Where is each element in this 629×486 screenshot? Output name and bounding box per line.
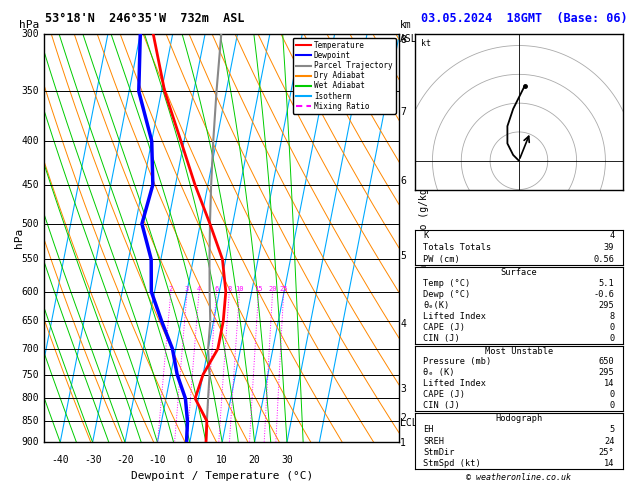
Text: 850: 850 (21, 416, 39, 426)
Text: 4: 4 (609, 231, 615, 240)
Text: 6: 6 (400, 175, 406, 186)
Text: 20: 20 (248, 454, 260, 465)
Legend: Temperature, Dewpoint, Parcel Trajectory, Dry Adiabat, Wet Adiabat, Isotherm, Mi: Temperature, Dewpoint, Parcel Trajectory… (292, 38, 396, 114)
Text: 650: 650 (599, 357, 615, 366)
Text: 5: 5 (400, 251, 406, 261)
Text: Hodograph: Hodograph (495, 414, 543, 423)
Text: 0: 0 (609, 323, 615, 331)
Text: 25: 25 (279, 286, 288, 292)
Text: LCL: LCL (400, 418, 418, 428)
Text: 5.1: 5.1 (599, 279, 615, 288)
Text: 8: 8 (609, 312, 615, 321)
Text: 14: 14 (604, 459, 615, 468)
Text: hPa: hPa (14, 228, 24, 248)
Text: CAPE (J): CAPE (J) (423, 390, 465, 399)
Text: 0: 0 (609, 401, 615, 410)
Text: 30: 30 (281, 454, 293, 465)
Text: Pressure (mb): Pressure (mb) (423, 357, 492, 366)
Text: 24: 24 (604, 436, 615, 446)
Text: 300: 300 (21, 29, 39, 39)
Text: 03.05.2024  18GMT  (Base: 06): 03.05.2024 18GMT (Base: 06) (421, 12, 628, 25)
Text: ASL: ASL (400, 34, 418, 44)
Text: θₑ(K): θₑ(K) (423, 301, 450, 310)
Text: © weatheronline.co.uk: © weatheronline.co.uk (467, 473, 571, 482)
Text: -40: -40 (52, 454, 69, 465)
Text: Temp (°C): Temp (°C) (423, 279, 470, 288)
Text: hPa: hPa (19, 20, 40, 30)
Text: Lifted Index: Lifted Index (423, 312, 486, 321)
Text: -0.6: -0.6 (593, 290, 615, 299)
Text: StmSpd (kt): StmSpd (kt) (423, 459, 481, 468)
Text: 3: 3 (400, 384, 406, 394)
Text: 0: 0 (609, 390, 615, 399)
Text: Mixing Ratio (g/kg): Mixing Ratio (g/kg) (419, 182, 429, 294)
Text: 0: 0 (609, 333, 615, 343)
Text: 6: 6 (214, 286, 219, 292)
Text: 2: 2 (169, 286, 173, 292)
Text: 25°: 25° (599, 448, 615, 457)
Text: 295: 295 (599, 368, 615, 378)
Text: CIN (J): CIN (J) (423, 333, 460, 343)
Text: 0.56: 0.56 (593, 255, 615, 263)
Text: Dewp (°C): Dewp (°C) (423, 290, 470, 299)
Text: 450: 450 (21, 180, 39, 190)
Text: 20: 20 (269, 286, 277, 292)
Text: 2: 2 (400, 413, 406, 422)
Text: km: km (400, 20, 412, 30)
Text: Totals Totals: Totals Totals (423, 243, 492, 252)
Text: 500: 500 (21, 219, 39, 229)
Text: 4: 4 (197, 286, 201, 292)
Text: 700: 700 (21, 344, 39, 354)
Text: 750: 750 (21, 369, 39, 380)
Text: 400: 400 (21, 136, 39, 146)
Text: K: K (423, 231, 429, 240)
Text: θₑ (K): θₑ (K) (423, 368, 455, 378)
Text: 4: 4 (400, 319, 406, 329)
Text: 0: 0 (187, 454, 192, 465)
Text: Dewpoint / Temperature (°C): Dewpoint / Temperature (°C) (131, 471, 313, 481)
Text: 15: 15 (254, 286, 263, 292)
Text: CIN (J): CIN (J) (423, 401, 460, 410)
Text: Most Unstable: Most Unstable (485, 347, 553, 356)
Text: 900: 900 (21, 437, 39, 447)
Text: kt: kt (421, 38, 431, 48)
Text: 5: 5 (609, 425, 615, 434)
Text: -10: -10 (148, 454, 166, 465)
Text: 39: 39 (604, 243, 615, 252)
Text: -20: -20 (116, 454, 134, 465)
Text: 8: 8 (400, 35, 406, 45)
Text: StmDir: StmDir (423, 448, 455, 457)
Text: Surface: Surface (501, 268, 537, 277)
Text: 10: 10 (216, 454, 228, 465)
Text: 1: 1 (400, 438, 406, 448)
Text: 10: 10 (235, 286, 244, 292)
Text: 800: 800 (21, 394, 39, 403)
Text: Lifted Index: Lifted Index (423, 379, 486, 388)
Text: CAPE (J): CAPE (J) (423, 323, 465, 331)
Text: 295: 295 (599, 301, 615, 310)
Text: 8: 8 (227, 286, 231, 292)
Text: EH: EH (423, 425, 434, 434)
Text: 3: 3 (185, 286, 189, 292)
Text: 53°18'N  246°35'W  732m  ASL: 53°18'N 246°35'W 732m ASL (45, 12, 245, 25)
Text: -30: -30 (84, 454, 101, 465)
Text: 7: 7 (400, 107, 406, 117)
Text: 550: 550 (21, 254, 39, 264)
Text: 14: 14 (604, 379, 615, 388)
Text: PW (cm): PW (cm) (423, 255, 460, 263)
Text: SREH: SREH (423, 436, 445, 446)
Text: 600: 600 (21, 287, 39, 296)
Text: 350: 350 (21, 87, 39, 96)
Text: 650: 650 (21, 316, 39, 326)
